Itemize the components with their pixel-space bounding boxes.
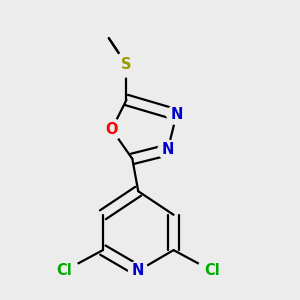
Circle shape [114,52,139,77]
Circle shape [198,256,226,285]
Text: S: S [121,57,132,72]
Text: N: N [132,263,144,278]
Text: N: N [161,142,174,158]
Text: O: O [106,122,118,137]
Text: Cl: Cl [204,263,220,278]
Circle shape [167,105,186,124]
Circle shape [158,140,177,160]
Circle shape [128,261,148,280]
Text: Cl: Cl [57,263,73,278]
Text: N: N [170,107,183,122]
Circle shape [101,119,122,140]
Circle shape [50,256,79,285]
